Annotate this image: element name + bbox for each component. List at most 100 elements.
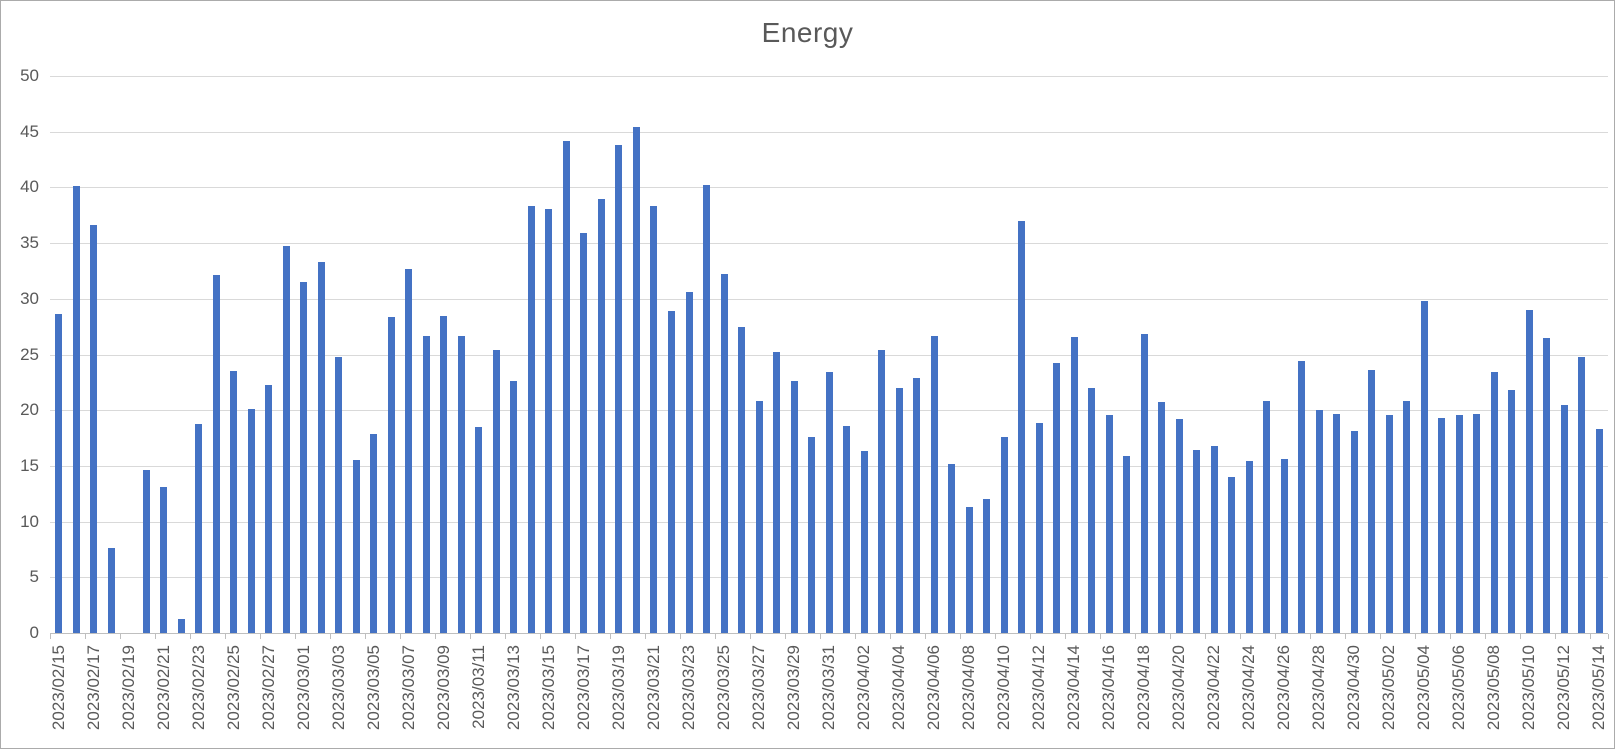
x-axis-label: 2023/04/28 <box>1309 645 1329 731</box>
bar-2023/04/25[interactable] <box>1263 401 1271 633</box>
bar-2023/03/04[interactable] <box>352 460 360 633</box>
bar-2023/04/14[interactable] <box>1070 336 1078 633</box>
bar-2023/04/02[interactable] <box>860 451 868 633</box>
bar-2023/03/10[interactable] <box>457 335 465 633</box>
bar-2023/04/07[interactable] <box>948 463 955 633</box>
bar-2023/03/14[interactable] <box>527 206 535 633</box>
x-axis-label: 2023/03/09 <box>433 645 453 731</box>
bar-2023/03/23[interactable] <box>685 292 693 633</box>
bar-2023/03/22[interactable] <box>667 311 675 633</box>
bar-2023/03/16[interactable] <box>562 140 570 633</box>
bar-2023/02/28[interactable] <box>282 246 290 633</box>
bar-2023/04/11[interactable] <box>1018 220 1026 633</box>
bar-2023/04/13[interactable] <box>1053 363 1061 633</box>
bar-2023/03/13[interactable] <box>510 381 518 633</box>
bar-2023/05/10[interactable] <box>1525 309 1533 633</box>
bar-2023/05/14[interactable] <box>1595 429 1603 633</box>
bar-2023/04/26[interactable] <box>1280 459 1288 633</box>
bar-2023/05/09[interactable] <box>1508 390 1516 633</box>
bar-2023/03/01[interactable] <box>300 282 308 633</box>
bar-2023/04/28[interactable] <box>1315 410 1323 633</box>
bar-2023/03/20[interactable] <box>632 127 640 633</box>
bar-2023/02/26[interactable] <box>247 409 255 633</box>
bar-2023/03/18[interactable] <box>597 198 605 633</box>
bar-2023/02/18[interactable] <box>107 548 115 633</box>
bar-2023/04/20[interactable] <box>1175 419 1183 633</box>
x-axis-label: 2023/04/24 <box>1239 645 1259 731</box>
bar-2023/04/18[interactable] <box>1140 334 1148 633</box>
x-axis-tick <box>890 634 892 639</box>
bar-2023/05/05[interactable] <box>1438 418 1446 633</box>
bar-2023/02/25[interactable] <box>230 371 238 633</box>
bar-2023/02/24[interactable] <box>212 275 220 633</box>
bar-2023/05/02[interactable] <box>1385 414 1393 633</box>
bar-2023/04/23[interactable] <box>1228 477 1236 633</box>
bar-2023/04/17[interactable] <box>1123 455 1131 633</box>
bar-2023/03/27[interactable] <box>755 401 763 633</box>
bar-2023/03/28[interactable] <box>773 352 780 633</box>
bar-2023/02/23[interactable] <box>195 423 203 633</box>
bar-2023/02/22[interactable] <box>177 618 185 633</box>
x-axis-label: 2023/03/15 <box>538 645 558 731</box>
bar-2023/03/25[interactable] <box>720 274 728 633</box>
bar-2023/04/03[interactable] <box>878 350 885 633</box>
bar-2023/05/07[interactable] <box>1473 413 1481 633</box>
bar-2023/04/06[interactable] <box>930 335 938 633</box>
bar-2023/03/08[interactable] <box>422 335 430 633</box>
bar-2023/03/02[interactable] <box>317 262 325 633</box>
bar-2023/02/17[interactable] <box>90 225 98 633</box>
bar-2023/02/15[interactable] <box>55 314 63 633</box>
bar-2023/05/03[interactable] <box>1403 401 1411 633</box>
bar-2023/04/09[interactable] <box>983 499 991 633</box>
bar-2023/04/10[interactable] <box>1000 436 1008 633</box>
bar-2023/03/30[interactable] <box>808 436 815 633</box>
bar-2023/03/12[interactable] <box>492 350 500 633</box>
x-axis-tick <box>1065 634 1067 639</box>
bar-2023/02/16[interactable] <box>72 186 80 633</box>
bar-2023/04/22[interactable] <box>1210 445 1218 633</box>
bar-2023/05/12[interactable] <box>1560 404 1568 633</box>
bar-2023/03/21[interactable] <box>650 206 658 633</box>
bar-2023/02/20[interactable] <box>142 470 150 633</box>
bar-2023/03/19[interactable] <box>615 145 623 633</box>
bar-2023/04/15[interactable] <box>1088 387 1096 633</box>
x-axis-tick <box>575 634 577 639</box>
bar-2023/04/16[interactable] <box>1105 414 1113 633</box>
bar-2023/05/08[interactable] <box>1490 372 1498 633</box>
x-axis-label: 2023/04/10 <box>994 645 1014 731</box>
bar-2023/04/08[interactable] <box>965 507 973 633</box>
bar-2023/04/29[interactable] <box>1333 413 1341 633</box>
bar-2023/03/15[interactable] <box>545 208 553 633</box>
bar-2023/03/07[interactable] <box>405 268 413 633</box>
bar-2023/03/09[interactable] <box>440 315 448 633</box>
bar-2023/05/06[interactable] <box>1455 414 1463 633</box>
bar-2023/04/19[interactable] <box>1158 402 1166 633</box>
x-axis-tick <box>155 634 157 639</box>
bar-2023/03/03[interactable] <box>335 356 343 633</box>
x-axis-tick <box>715 634 717 639</box>
x-axis-label: 2023/03/05 <box>363 645 383 731</box>
x-axis-label: 2023/03/01 <box>293 645 313 731</box>
bar-2023/03/06[interactable] <box>387 316 395 633</box>
bar-2023/03/26[interactable] <box>738 326 745 633</box>
bar-2023/04/05[interactable] <box>913 377 920 633</box>
bar-2023/05/13[interactable] <box>1578 356 1586 633</box>
bar-2023/03/29[interactable] <box>790 381 798 633</box>
bar-2023/04/01[interactable] <box>843 425 850 633</box>
bar-2023/03/24[interactable] <box>703 185 710 633</box>
bar-2023/05/01[interactable] <box>1368 370 1376 633</box>
bar-2023/02/27[interactable] <box>265 384 273 633</box>
bar-2023/04/21[interactable] <box>1193 450 1201 633</box>
bar-2023/02/21[interactable] <box>160 487 168 633</box>
bar-2023/03/05[interactable] <box>370 433 378 633</box>
bar-2023/03/11[interactable] <box>475 426 483 633</box>
bar-2023/05/11[interactable] <box>1543 337 1551 633</box>
bar-2023/04/12[interactable] <box>1035 422 1043 633</box>
bar-2023/04/24[interactable] <box>1245 461 1253 633</box>
bar-2023/04/04[interactable] <box>895 387 903 633</box>
bar-2023/04/27[interactable] <box>1298 361 1306 633</box>
bar-2023/05/04[interactable] <box>1420 301 1428 633</box>
bar-2023/04/30[interactable] <box>1350 431 1358 633</box>
bar-2023/03/17[interactable] <box>580 233 588 633</box>
bar-2023/03/31[interactable] <box>825 372 833 633</box>
